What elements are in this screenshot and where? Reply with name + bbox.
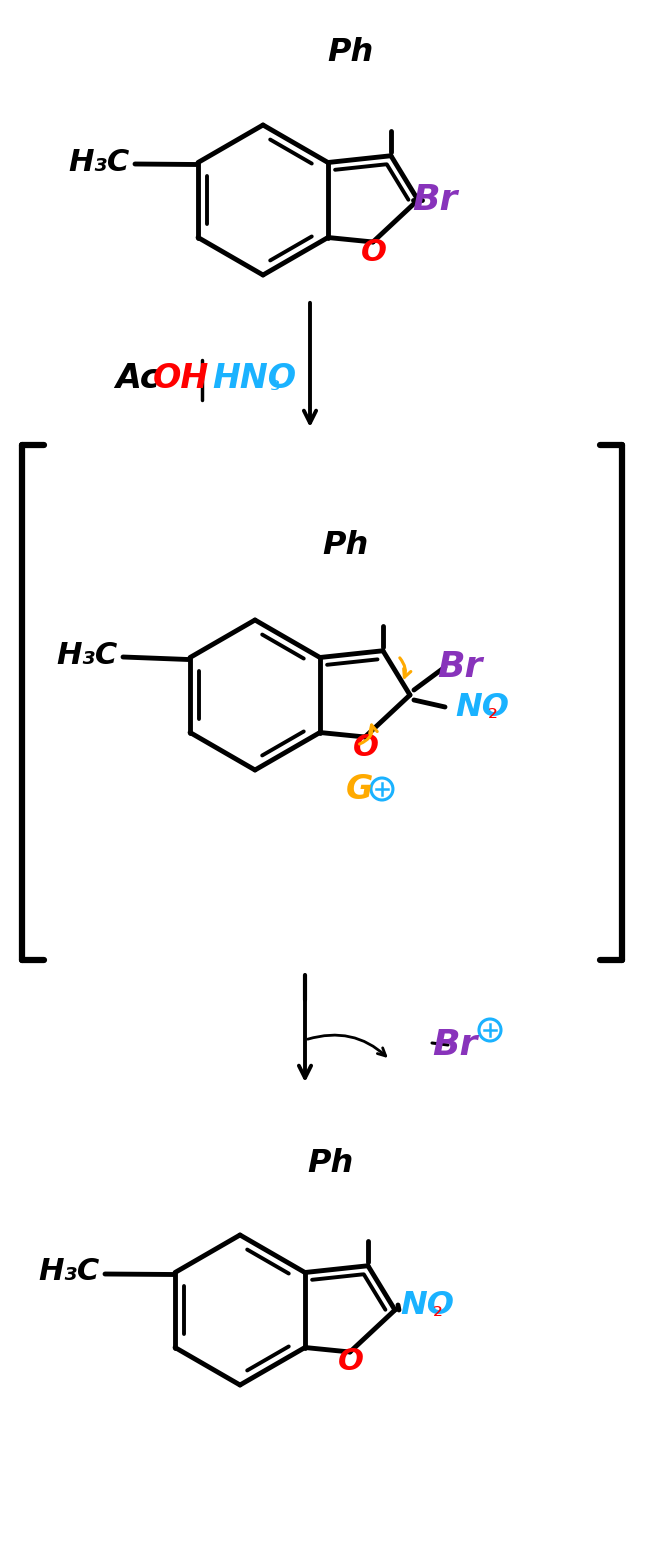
Text: Br: Br — [412, 184, 458, 216]
Text: H₃C: H₃C — [39, 1257, 100, 1287]
Text: Br: Br — [432, 1029, 478, 1063]
Text: O: O — [353, 733, 379, 761]
Text: H₃C: H₃C — [57, 641, 118, 669]
Text: NO: NO — [455, 691, 509, 722]
Text: ₂: ₂ — [488, 699, 498, 724]
Text: HNO: HNO — [212, 361, 296, 395]
Text: Ac: Ac — [115, 361, 159, 395]
Text: H₃C: H₃C — [69, 148, 130, 176]
Text: O: O — [338, 1347, 364, 1377]
Text: ₂: ₂ — [433, 1298, 443, 1321]
Text: ₃: ₃ — [270, 370, 281, 395]
Text: Br: Br — [437, 650, 482, 685]
Text: Ph: Ph — [307, 1147, 353, 1178]
Text: OH: OH — [153, 361, 209, 395]
Text: O: O — [361, 238, 387, 266]
Text: Ph: Ph — [322, 529, 368, 560]
Text: G: G — [346, 772, 373, 806]
Text: NO: NO — [400, 1290, 454, 1321]
Text: Ph: Ph — [327, 36, 373, 67]
